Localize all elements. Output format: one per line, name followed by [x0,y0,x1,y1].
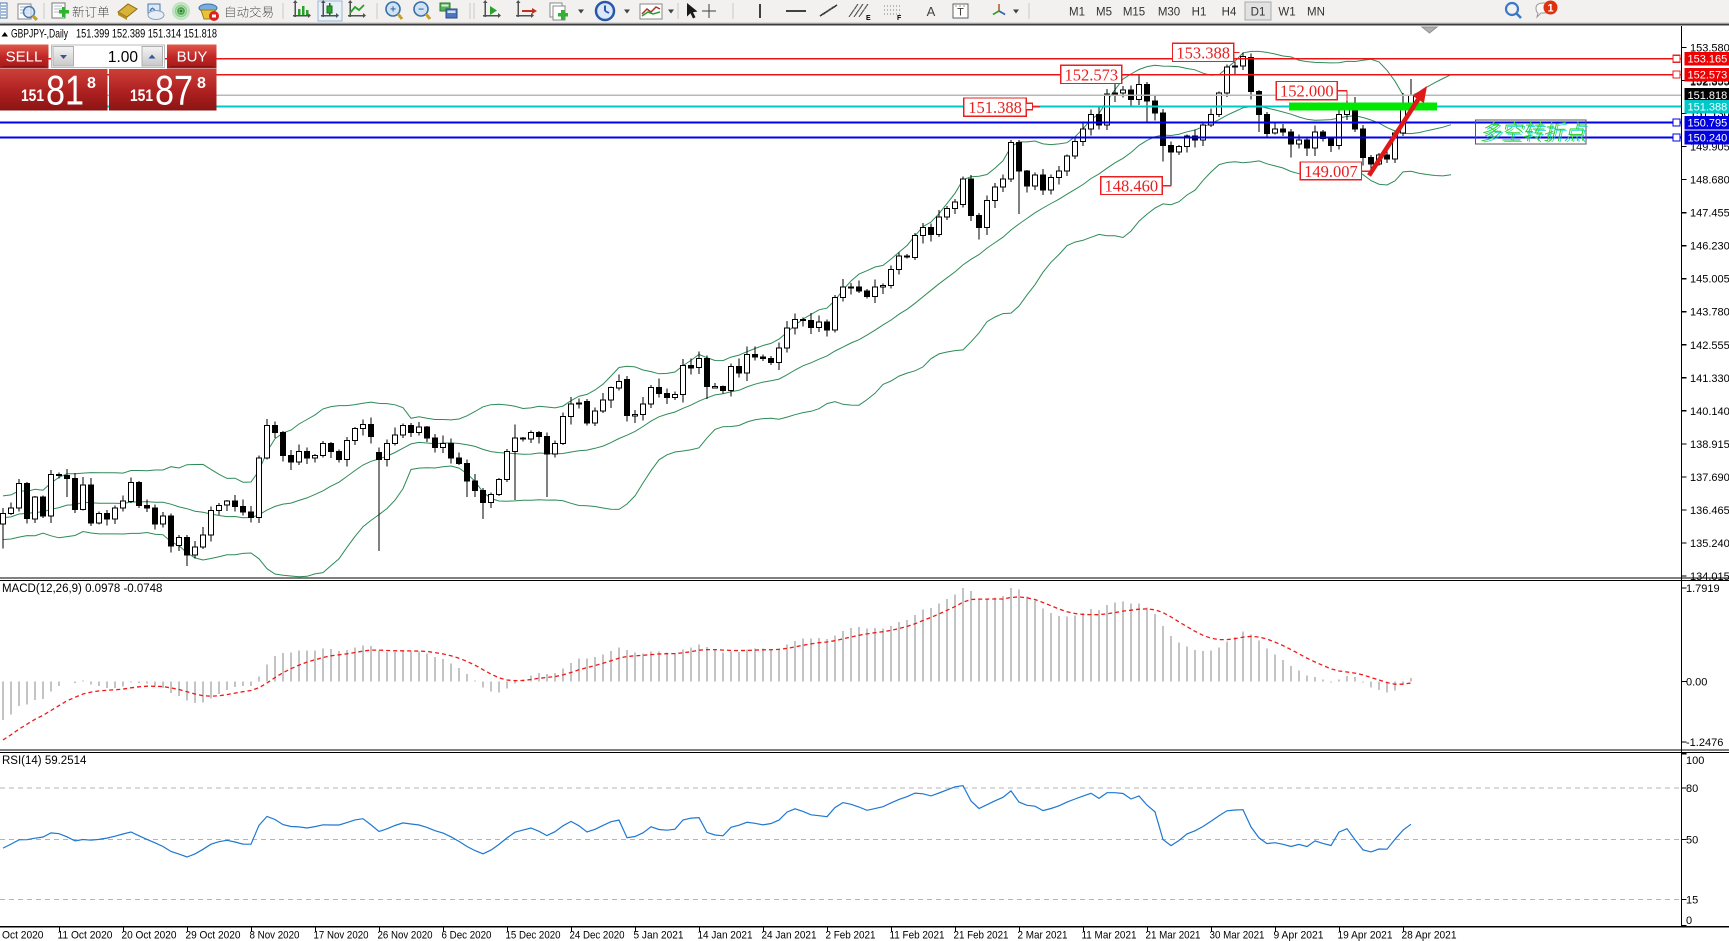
svg-text:87: 87 [155,67,193,114]
svg-text:1.00: 1.00 [108,49,139,66]
svg-text:MACD(12,26,9) 0.0978 -0.0748: MACD(12,26,9) 0.0978 -0.0748 [2,583,162,595]
svg-text:2 Mar 2021: 2 Mar 2021 [1018,930,1068,941]
svg-text:6 Dec 2020: 6 Dec 2020 [442,930,492,941]
svg-text:SELL: SELL [6,49,43,66]
svg-text:136.465: 136.465 [1690,505,1729,517]
svg-text:141.330: 141.330 [1690,373,1729,385]
svg-text:153.388: 153.388 [1176,43,1230,62]
svg-text:5 Jan 2021: 5 Jan 2021 [634,930,684,941]
svg-text:151.399 152.389 151.314 151.81: 151.399 152.389 151.314 151.818 [76,27,217,41]
svg-text:17 Nov 2020: 17 Nov 2020 [314,930,369,941]
svg-text:H4: H4 [1222,7,1237,19]
svg-text:1 Oct 2020: 1 Oct 2020 [0,930,44,941]
svg-text:15: 15 [1686,895,1698,907]
svg-text:151.388: 151.388 [968,98,1022,117]
svg-text:20 Oct 2020: 20 Oct 2020 [122,930,177,941]
svg-text:147.455: 147.455 [1690,208,1729,220]
svg-text:153.165: 153.165 [1688,54,1728,66]
svg-text:145.005: 145.005 [1690,274,1729,286]
svg-text:11 Feb 2021: 11 Feb 2021 [890,930,945,941]
svg-text:152.573: 152.573 [1688,70,1728,82]
svg-text:−: − [418,5,424,16]
svg-text:2 Feb 2021: 2 Feb 2021 [826,930,876,941]
svg-text:T: T [957,7,964,19]
svg-text:50: 50 [1686,835,1698,847]
svg-text:152.573: 152.573 [1064,65,1118,84]
svg-text:152.000: 152.000 [1280,82,1334,101]
svg-text:81: 81 [46,67,84,114]
svg-text:H1: H1 [1192,7,1207,19]
svg-text:24 Dec 2020: 24 Dec 2020 [570,930,625,941]
svg-text:1: 1 [1547,3,1553,15]
svg-text:100: 100 [1686,755,1704,767]
svg-text:148.680: 148.680 [1690,175,1729,187]
svg-text:29 Oct 2020: 29 Oct 2020 [186,930,241,941]
svg-text:15 Dec 2020: 15 Dec 2020 [506,930,561,941]
svg-text:8: 8 [197,75,206,92]
svg-text:140.140: 140.140 [1690,406,1729,418]
svg-text:150.240: 150.240 [1688,133,1728,145]
svg-text:137.690: 137.690 [1690,472,1729,484]
svg-text:80: 80 [1686,783,1698,795]
svg-text:RSI(14) 59.2514: RSI(14) 59.2514 [2,755,87,767]
svg-text:0.00: 0.00 [1686,677,1707,689]
svg-text:21 Feb 2021: 21 Feb 2021 [954,930,1009,941]
svg-text:138.915: 138.915 [1690,439,1729,451]
svg-text:151: 151 [21,86,44,105]
svg-text:146.230: 146.230 [1690,241,1729,253]
svg-text:GBPJPY-,Daily: GBPJPY-,Daily [11,27,68,41]
svg-text:149.905: 149.905 [1690,142,1729,154]
svg-text:151.388: 151.388 [1688,102,1728,114]
svg-text:1.7919: 1.7919 [1686,583,1720,595]
svg-text:-1.2476: -1.2476 [1686,737,1723,749]
svg-text:A: A [927,4,936,19]
svg-text:D1: D1 [1251,7,1266,19]
svg-text:14 Jan 2021: 14 Jan 2021 [698,930,753,941]
svg-text:21 Mar 2021: 21 Mar 2021 [1146,930,1201,941]
svg-text:151.818: 151.818 [1688,90,1728,102]
svg-text:11 Oct 2020: 11 Oct 2020 [58,930,113,941]
svg-text:135.240: 135.240 [1690,538,1729,550]
svg-text:30 Mar 2021: 30 Mar 2021 [1210,930,1265,941]
svg-text:M5: M5 [1096,7,1112,19]
svg-text:142.555: 142.555 [1690,340,1729,352]
svg-text:M30: M30 [1158,7,1180,19]
svg-text:148.460: 148.460 [1104,177,1158,196]
svg-text:F: F [897,15,902,22]
svg-text:134.015: 134.015 [1690,571,1729,583]
svg-text:+: + [390,5,396,16]
svg-text:28 Apr 2021: 28 Apr 2021 [1402,930,1457,941]
svg-text:BUY: BUY [177,49,208,66]
svg-text:E: E [866,15,871,22]
svg-text:153.580: 153.580 [1690,43,1729,55]
svg-text:W1: W1 [1278,7,1295,19]
svg-text:150.795: 150.795 [1688,118,1728,130]
svg-text:MN: MN [1307,7,1325,19]
svg-text:26 Nov 2020: 26 Nov 2020 [378,930,433,941]
svg-text:143.780: 143.780 [1690,307,1729,319]
svg-text:149.007: 149.007 [1304,162,1358,181]
svg-text:19 Apr 2021: 19 Apr 2021 [1338,930,1393,941]
svg-text:11 Mar 2021: 11 Mar 2021 [1082,930,1137,941]
svg-text:24 Jan 2021: 24 Jan 2021 [762,930,817,941]
svg-text:M1: M1 [1069,7,1085,19]
svg-text:9 Apr 2021: 9 Apr 2021 [1274,930,1324,941]
svg-text:0: 0 [1686,915,1692,927]
svg-text:M15: M15 [1123,7,1145,19]
svg-text:151: 151 [130,86,153,105]
svg-text:8 Nov 2020: 8 Nov 2020 [250,930,300,941]
svg-text:8: 8 [87,75,96,92]
